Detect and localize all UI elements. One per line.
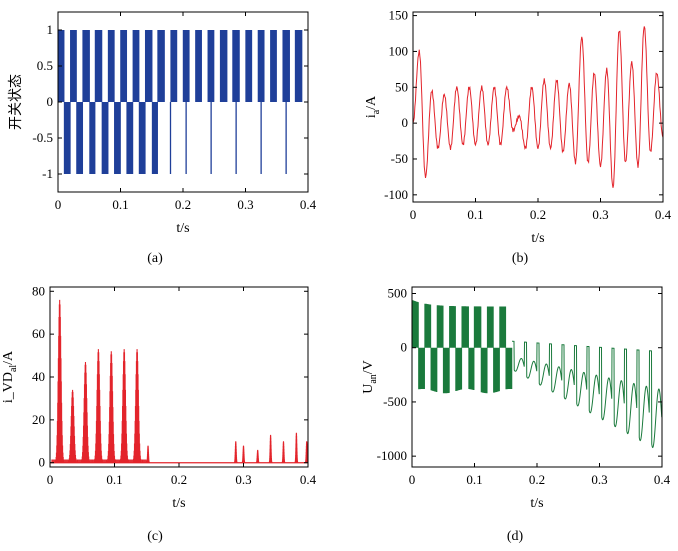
x-tick-label: 0.2 [530,207,546,222]
x-tick-label: 0.1 [466,472,482,487]
y-axis-label: i_VDal/A [1,350,19,403]
axes-frame [412,11,664,203]
x-axis-label: t/s [172,496,185,511]
y-label-sub: an [368,374,379,383]
y-tick-label: 0 [39,455,46,470]
y-tick-label: -500 [383,394,407,409]
y-label-tail: /A [1,350,16,365]
x-axis-label: t/s [531,231,544,246]
x-tick-label: 0.4 [654,472,671,487]
x-tick-label: 0.1 [106,472,122,487]
panel-b: 0 0.1 0.2 0.3 0.4 150 100 50 0 -50 -100 t/s(b) ia/A [364,8,672,266]
y-tick-label: 60 [32,326,45,341]
x-tick-label: 0.2 [529,472,545,487]
x-tick-label: 0 [55,197,62,212]
x-tick-label: 0.3 [591,472,607,487]
x-tick-label: 0 [409,472,416,487]
y-tick-label: -100 [384,187,408,202]
y-label-main: U [361,384,376,394]
x-tick-label: 0.2 [175,197,191,212]
y-tick-label: 150 [389,8,409,23]
x-axis-label: t/s [176,221,189,236]
current-ia-series [412,26,664,188]
plot-area [412,26,664,188]
voltage-uan-tail [511,340,663,449]
panel-label: (c) [147,529,163,544]
y-tick-label: -1 [42,166,53,181]
axes-frame [49,286,309,468]
panel-c: 0 0.1 0.2 0.3 0.4 80 60 40 20 0 t/s (c) i_VDal/A [1,283,317,544]
y-tick-label: -0.5 [32,130,53,145]
x-tick-label: 0 [47,472,54,487]
y-tick-label: 100 [389,43,409,58]
y-tick-label: -1000 [377,448,407,463]
y-tick-label: 0 [402,115,409,130]
y-tick-label: 0.5 [37,58,53,73]
x-axis-label: t/s [530,496,543,511]
diode-current-series [51,299,309,463]
y-label-sub: a [371,109,382,114]
y-tick-label: 500 [388,286,408,301]
x-tick-label: 0.4 [300,472,317,487]
panel-label: (d) [507,529,524,544]
y-tick-label: 80 [32,283,45,298]
y-tick-label: 0 [47,94,54,109]
x-tick-label: 0.3 [592,207,608,222]
y-tick-label: 0 [401,340,408,355]
y-label-tail: /A [364,95,379,110]
y-tick-label: 20 [32,412,45,427]
panel-d: 0 0.1 0.2 0.3 0.4 500 0 -500 -1000 t/s (d) Uan/V [361,286,671,544]
plot-area [411,300,663,449]
y-tick-label: 40 [32,369,45,384]
panel-label: (b) [512,251,529,266]
y-axis-label: ia/A [364,95,382,118]
x-tick-label: 0.2 [171,472,187,487]
y-tick-label: 1 [47,22,54,37]
x-tick-label: 0 [410,207,417,222]
y-axis-label: Uan/V [361,360,379,394]
switch-state-series [57,30,303,174]
voltage-uan-square [411,300,513,394]
y-label-main: i_VD [1,372,16,403]
y-tick-label: -50 [391,151,408,166]
x-tick-label: 0.4 [655,207,672,222]
panel-label: (a) [147,251,163,266]
x-tick-label: 0.1 [467,207,483,222]
y-label-sub: al [8,365,19,372]
y-label-main: i [364,114,379,118]
plot-area [50,299,309,464]
y-axis-label: 开关状态 [8,74,24,130]
y-tick-label: 50 [395,79,408,94]
x-tick-label: 0.4 [300,197,317,212]
panel-a: 0 0.1 0.2 0.3 0.4 1 0.5 0 -0.5 -1 t/s (a) 开关状态 [8,11,317,266]
x-tick-label: 0.1 [112,197,128,212]
x-tick-label: 0.3 [237,197,253,212]
y-label-tail: /V [361,360,376,374]
plot-area [57,30,303,174]
x-tick-label: 0.3 [235,472,251,487]
